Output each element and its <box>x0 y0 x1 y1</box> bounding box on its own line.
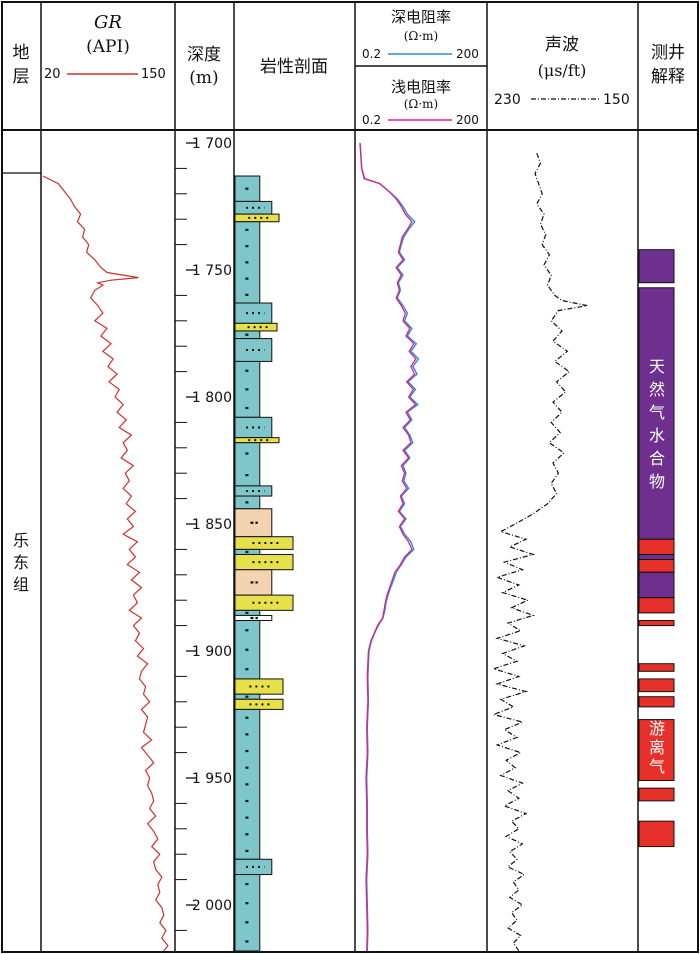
gr-title: GR <box>94 12 122 33</box>
interp-block-free-gas <box>638 719 675 782</box>
sonic-max-label: 150 <box>603 92 630 108</box>
hydrate-label: 天 然 气 水 合 物 <box>649 357 665 491</box>
shallow-res-min-label: 0.2 <box>362 113 381 127</box>
interp-block-free-gas <box>638 559 675 573</box>
lith-layer-sand_yellow <box>234 553 294 571</box>
interp-block-hydrate <box>638 571 675 599</box>
lith-layer-sand_yellow <box>234 698 284 710</box>
hydrate-char-5: 合 <box>649 449 665 468</box>
depth-label-1750: 1 750 <box>192 263 232 279</box>
lith-layer-sand_yellow <box>234 437 280 444</box>
header-shallow-res: 浅电阻率 (Ω·m) 0.2 200 <box>362 78 479 127</box>
depth-title: 深度 <box>187 45 221 65</box>
deep-resistivity-curve <box>359 142 420 952</box>
deep-res-unit: (Ω·m) <box>404 29 439 43</box>
header-deep-res: 深电阻率 (Ω·m) 0.2 200 <box>362 8 479 61</box>
hydrate-char-2: 然 <box>649 380 665 399</box>
depth-label-1700: 1 700 <box>192 136 232 152</box>
deep-res-max-label: 200 <box>456 47 479 61</box>
hydrate-char-1: 天 <box>649 357 665 376</box>
free-gas-char-1: 游 <box>649 719 665 738</box>
header-interp: 测井 解释 <box>651 43 685 87</box>
interpretation-column <box>638 249 675 848</box>
depth-label-1900: 1 900 <box>192 644 232 660</box>
gr-unit: (API) <box>86 37 130 57</box>
deep-res-title: 深电阻率 <box>391 8 451 26</box>
interp-block-free-gas <box>638 787 675 802</box>
depth-unit: (m) <box>189 68 218 88</box>
interp-block-hydrate <box>638 287 675 540</box>
shallow-res-unit: (Ω·m) <box>404 97 439 111</box>
header-sonic: 声波 (μs/ft) 230 150 <box>494 35 630 108</box>
interp-block-free-gas <box>638 696 675 708</box>
interp-block-hydrate <box>638 553 675 561</box>
shallow-resistivity-curve <box>359 142 417 952</box>
depth-label-1950: 1 950 <box>192 771 232 787</box>
formation-char-1: 乐 <box>13 531 29 550</box>
sonic-unit: (μs/ft) <box>538 61 587 80</box>
depth-label-1800: 1 800 <box>192 390 232 406</box>
interp-block-free-gas <box>638 597 675 614</box>
lith-layer-sand_yellow <box>234 678 284 695</box>
header-formation-2: 层 <box>13 67 30 87</box>
gr-curve <box>42 175 169 952</box>
interp-block-free-gas <box>638 620 675 627</box>
hydrate-char-3: 气 <box>649 403 665 422</box>
interp-block-free-gas <box>638 678 675 693</box>
header-formation: 地 层 <box>13 43 30 87</box>
free-gas-label: 游 离 气 <box>649 719 665 776</box>
shallow-res-title: 浅电阻率 <box>391 78 451 96</box>
gr-max-label: 150 <box>141 67 166 82</box>
depth-label-2000: 2 000 <box>192 898 232 914</box>
sonic-curve <box>491 152 588 952</box>
formation-char-2: 东 <box>13 553 29 572</box>
shallow-res-max-label: 200 <box>456 113 479 127</box>
sonic-title: 声波 <box>545 35 579 55</box>
interp-title-1: 测井 <box>651 43 685 63</box>
free-gas-char-2: 离 <box>649 738 665 757</box>
lith-layer-sand_yellow <box>234 536 294 550</box>
formation-char-3: 组 <box>13 575 29 594</box>
lith-layer-sand_yellow <box>234 594 294 611</box>
lith-layer-shale <box>234 442 261 487</box>
depth-axis <box>175 142 196 931</box>
lithology-column <box>234 175 294 952</box>
interp-block-free-gas <box>638 820 675 848</box>
depth-label-1850: 1 850 <box>192 517 232 533</box>
lith-layer-shale <box>234 874 261 952</box>
header-depth: 深度 (m) <box>187 45 221 88</box>
lithology-title: 岩性剖面 <box>260 57 328 77</box>
free-gas-char-3: 气 <box>649 757 665 776</box>
interp-block-hydrate <box>638 249 675 284</box>
lith-layer-sand_yellow <box>234 213 280 223</box>
header-formation-1: 地 <box>13 43 30 63</box>
interp-block-free-gas <box>638 538 675 555</box>
lith-layer-sand_yellow <box>234 322 278 332</box>
interp-block-free-gas <box>638 663 675 672</box>
formation-name: 乐 东 组 <box>13 531 29 594</box>
gr-min-label: 20 <box>44 67 61 82</box>
hydrate-char-4: 水 <box>649 426 665 445</box>
deep-res-min-label: 0.2 <box>362 47 381 61</box>
depth-labels: 1 700 1 750 1 800 1 850 1 900 1 950 2 00… <box>192 136 232 914</box>
hydrate-char-6: 物 <box>649 472 665 491</box>
sonic-min-label: 230 <box>494 92 521 108</box>
header-lithology: 岩性剖面 <box>260 57 328 77</box>
header-gr: GR (API) 20 150 <box>44 12 166 82</box>
interp-title-2: 解释 <box>651 67 685 87</box>
